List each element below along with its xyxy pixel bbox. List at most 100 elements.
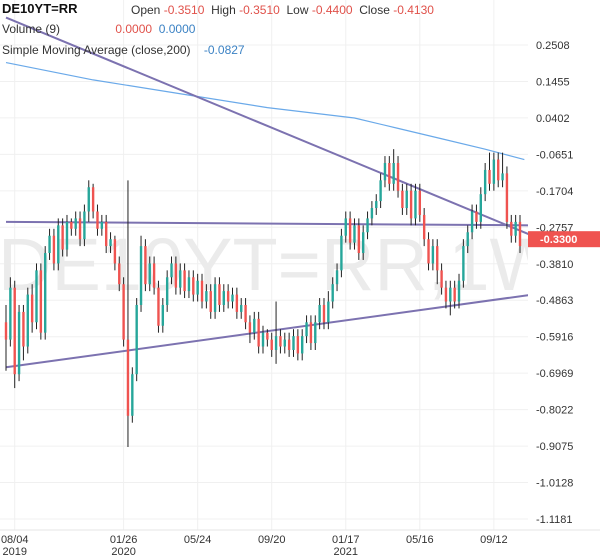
candle-body (431, 246, 435, 264)
candle-body (340, 235, 343, 271)
candle-body (427, 239, 430, 264)
candle-body (418, 190, 422, 215)
sma-line (5, 62, 525, 161)
candle-body (183, 270, 186, 292)
trendline-2 (5, 293, 533, 369)
candle-body (126, 339, 130, 416)
candle-body (4, 322, 8, 340)
candle-body (244, 304, 247, 323)
candle-body (113, 239, 117, 264)
candle-body (388, 163, 391, 184)
candle-body (370, 208, 374, 219)
candle-body (48, 235, 51, 254)
y-tick-label: 0.0402 (536, 113, 570, 125)
candle-body (514, 221, 517, 236)
candle-body (353, 225, 356, 243)
candle-body (205, 291, 208, 302)
candle-body (279, 336, 282, 347)
candle-body (497, 159, 500, 181)
sma-legend[interactable]: Simple Moving Average (close,200) -0.082… (2, 43, 245, 57)
candle-body (348, 218, 352, 243)
price-badge (528, 231, 600, 248)
candle-body (257, 318, 260, 347)
candle-body (170, 263, 173, 278)
candle-body (440, 270, 443, 288)
candle-body (100, 221, 104, 229)
candle-body (479, 194, 482, 222)
candle-body (104, 221, 108, 247)
candle-body (322, 304, 326, 323)
candle-body (292, 336, 295, 350)
x-tick-year: 2021 (334, 546, 358, 558)
candle-body (196, 280, 199, 295)
price-badge-label: -0.3300 (540, 234, 577, 246)
candle-body (475, 211, 478, 222)
x-tick-label: 05/24 (184, 534, 212, 546)
y-tick-label: -0.0651 (536, 149, 573, 161)
candle-body (449, 287, 452, 302)
candle-body (331, 284, 334, 302)
candle-body (209, 291, 212, 312)
candle-body (144, 246, 147, 285)
candle-body (483, 169, 487, 195)
candle-body (414, 190, 417, 219)
candle-body (501, 173, 504, 181)
candle-body (492, 159, 496, 184)
volume-value-a: 0.0000 (115, 22, 153, 36)
candle-body (174, 263, 178, 288)
candle-body (65, 221, 69, 250)
candle-body (409, 190, 413, 219)
candle-body (375, 201, 378, 209)
candle-body (57, 225, 60, 264)
y-tick-label: -1.0128 (536, 478, 573, 490)
candle-body (83, 211, 86, 240)
candle-body (240, 304, 243, 312)
chart-header-ohlc: DE10YT=RR (2, 1, 78, 16)
candle-body (261, 332, 265, 347)
candle-body (422, 214, 426, 240)
candle-body (61, 225, 64, 250)
candle-body (148, 263, 151, 285)
volume-label: Volume (9) (2, 22, 61, 36)
candle-body (466, 232, 469, 247)
candle-body (318, 304, 321, 323)
close-label: Close (359, 3, 390, 17)
candle-body (305, 322, 308, 337)
candle-body (87, 187, 90, 212)
volume-value-b: 0.0000 (158, 22, 196, 36)
watermark-text: DE10YT=RR,1W (0, 223, 559, 306)
candle-body (91, 187, 95, 212)
x-tick-year: 2019 (2, 546, 26, 558)
candle-body (165, 277, 169, 305)
candle-body (157, 287, 160, 326)
candle-body (488, 169, 491, 184)
candle-body (335, 270, 339, 285)
candle-body (396, 163, 400, 191)
candle-body (379, 180, 382, 202)
volume-legend[interactable]: Volume (9) 0.0000 0.0000 (2, 22, 195, 36)
candle-body (231, 294, 234, 302)
x-tick-label: 05/16 (406, 534, 434, 546)
y-tick-label: -0.8022 (536, 405, 573, 417)
x-tick-label: 08/04 (1, 534, 29, 546)
candle-body (122, 284, 125, 340)
candle-body (274, 336, 278, 350)
x-tick-label: 09/20 (258, 534, 286, 546)
candle-body (9, 287, 12, 340)
trendline-1 (5, 220, 533, 227)
candle-body (248, 322, 252, 333)
candle-body (470, 211, 474, 233)
symbol-label: DE10YT=RR (2, 1, 78, 16)
candle-body (226, 291, 230, 302)
candle-body (266, 332, 269, 340)
candle-body (401, 190, 404, 209)
y-tick-label: -0.5916 (536, 332, 573, 344)
candle-body (357, 225, 361, 254)
candle-body (309, 322, 313, 344)
y-tick-label: -0.1704 (536, 186, 573, 198)
x-tick-label: 01/26 (110, 534, 138, 546)
candle-body (52, 235, 56, 264)
candle-body (283, 339, 286, 347)
